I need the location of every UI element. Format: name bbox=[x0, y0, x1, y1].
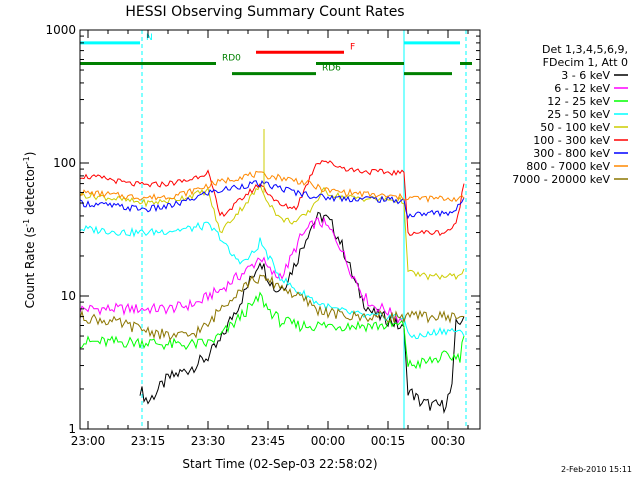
series-line-6 bbox=[79, 159, 465, 237]
series-line-9 bbox=[79, 274, 465, 341]
legend-entry-label: 12 - 25 keV bbox=[547, 95, 610, 108]
legend-entry-label: 50 - 100 keV bbox=[540, 121, 610, 134]
y-tick-label: 1 bbox=[68, 422, 76, 436]
y-tick-label: 1000 bbox=[45, 23, 76, 37]
legend-entry-label: 7000 - 20000 keV bbox=[512, 173, 610, 186]
legend-header-line-2: FDecim 1, Att 0 bbox=[543, 56, 628, 69]
legend-entry-label: 3 - 6 keV bbox=[561, 69, 610, 82]
footer-timestamp: 2-Feb-2010 15:11 bbox=[561, 465, 632, 474]
series-layer bbox=[79, 129, 465, 414]
legend-header-line-1: Det 1,3,4,5,6,9, bbox=[542, 43, 628, 56]
x-tick-label: 23:15 bbox=[131, 434, 166, 448]
series-line-5 bbox=[79, 182, 465, 281]
flag-rd0-label: RD0 bbox=[222, 53, 241, 63]
series-line-2 bbox=[79, 216, 405, 324]
plot-frame bbox=[79, 29, 481, 430]
legend-entry-label: 100 - 300 keV bbox=[533, 134, 610, 147]
flag-bars: N F RD0 RD6 bbox=[80, 33, 472, 76]
legend-entry-label: 6 - 12 keV bbox=[554, 82, 610, 95]
axis-ticks: 23:00 23:15 23:30 23:45 00:00 00:15 00:30 1 10 10… bbox=[45, 23, 480, 448]
legend: Det 1,3,4,5,6,9,FDecim 1, Att 03 - 6 keV… bbox=[512, 43, 628, 186]
x-tick-label: 00:15 bbox=[371, 434, 406, 448]
series-line-3 bbox=[79, 291, 465, 370]
legend-entry-label: 25 - 50 keV bbox=[547, 108, 610, 121]
y-axis-label: Count Rate (s-1 detector-1) bbox=[22, 152, 37, 309]
legend-entry-label: 800 - 7000 keV bbox=[526, 160, 610, 173]
x-tick-label: 00:00 bbox=[311, 434, 346, 448]
series-line-8 bbox=[79, 170, 465, 204]
x-tick-label: 23:45 bbox=[251, 434, 286, 448]
x-tick-label: 23:30 bbox=[191, 434, 226, 448]
x-axis-label: Start Time (02-Sep-03 22:58:02) bbox=[182, 457, 377, 471]
y-tick-label: 100 bbox=[53, 156, 76, 170]
chart-title: HESSI Observing Summary Count Rates bbox=[125, 4, 404, 20]
flag-n-label: N bbox=[146, 33, 153, 43]
series-line-1 bbox=[139, 211, 465, 414]
flag-rd6-label: RD6 bbox=[322, 64, 341, 74]
flag-f-label: F bbox=[350, 42, 355, 52]
legend-entry-label: 300 - 800 keV bbox=[533, 147, 610, 160]
y-tick-label: 10 bbox=[61, 289, 76, 303]
series-line-7 bbox=[79, 179, 465, 220]
x-tick-label: 00:30 bbox=[431, 434, 466, 448]
x-tick-label: 23:00 bbox=[71, 434, 106, 448]
